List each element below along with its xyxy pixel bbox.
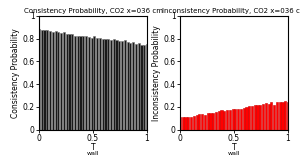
Bar: [146, 44, 148, 130]
Bar: [215, 112, 217, 130]
Bar: [138, 43, 140, 130]
Bar: [140, 45, 142, 130]
Bar: [276, 102, 278, 130]
Y-axis label: Consistency Probability: Consistency Probability: [11, 28, 20, 118]
Bar: [85, 36, 87, 130]
Bar: [38, 29, 40, 130]
Bar: [132, 42, 134, 130]
Bar: [74, 36, 76, 130]
Bar: [256, 105, 259, 130]
Bar: [251, 106, 253, 130]
Bar: [240, 109, 242, 130]
Bar: [60, 33, 62, 130]
Bar: [91, 38, 93, 130]
Bar: [127, 42, 129, 130]
Bar: [143, 45, 145, 130]
Bar: [66, 33, 68, 130]
Bar: [63, 33, 65, 130]
Bar: [52, 31, 54, 130]
Text: wall: wall: [87, 151, 99, 156]
Bar: [121, 41, 123, 130]
Bar: [232, 109, 234, 130]
Bar: [212, 113, 214, 130]
Bar: [262, 104, 264, 130]
Bar: [196, 115, 198, 130]
Bar: [104, 39, 106, 130]
Bar: [187, 116, 189, 130]
Bar: [223, 111, 225, 130]
Bar: [49, 31, 51, 130]
Bar: [44, 30, 46, 130]
Bar: [287, 102, 289, 130]
Bar: [102, 39, 104, 130]
Bar: [268, 104, 270, 130]
Bar: [220, 110, 223, 130]
Bar: [281, 102, 284, 130]
Bar: [99, 38, 101, 130]
Title: Consistency Probability, CO2 x=036 cm: Consistency Probability, CO2 x=036 cm: [23, 8, 163, 14]
Bar: [284, 101, 286, 130]
Bar: [129, 43, 131, 130]
Bar: [124, 40, 126, 130]
Bar: [204, 115, 206, 130]
Bar: [82, 36, 84, 130]
Bar: [93, 36, 95, 130]
Bar: [248, 106, 250, 130]
Bar: [96, 38, 98, 130]
Bar: [118, 41, 120, 130]
Bar: [234, 109, 236, 130]
Bar: [68, 34, 70, 130]
Bar: [209, 113, 211, 130]
Bar: [110, 40, 112, 130]
Bar: [57, 32, 59, 130]
Bar: [182, 117, 184, 130]
Bar: [55, 31, 57, 130]
Bar: [107, 39, 109, 130]
Bar: [273, 105, 275, 130]
Bar: [207, 113, 209, 130]
Bar: [279, 102, 281, 130]
Bar: [237, 109, 239, 130]
Bar: [113, 40, 115, 130]
Bar: [77, 36, 79, 130]
Y-axis label: Inconsistency Probability: Inconsistency Probability: [152, 25, 161, 121]
Text: T: T: [91, 143, 95, 152]
Bar: [226, 110, 228, 130]
Bar: [254, 105, 256, 130]
Bar: [245, 106, 247, 130]
Bar: [41, 30, 43, 130]
Bar: [243, 108, 245, 130]
Bar: [88, 37, 90, 130]
Bar: [265, 103, 267, 130]
Bar: [218, 111, 220, 130]
Text: wall: wall: [228, 151, 240, 156]
Bar: [46, 30, 48, 130]
Title: Inconsistency Probability, CO2 x=036 cm: Inconsistency Probability, CO2 x=036 cm: [162, 8, 300, 14]
Bar: [135, 44, 137, 130]
Bar: [116, 40, 118, 130]
Bar: [179, 117, 181, 130]
Bar: [190, 117, 192, 130]
Bar: [198, 114, 200, 130]
Bar: [270, 102, 272, 130]
Bar: [259, 105, 261, 130]
Bar: [229, 109, 231, 130]
Bar: [201, 114, 203, 130]
Bar: [80, 36, 82, 130]
Bar: [193, 116, 195, 130]
Bar: [71, 34, 73, 130]
Bar: [184, 117, 187, 130]
Text: T: T: [232, 143, 236, 152]
